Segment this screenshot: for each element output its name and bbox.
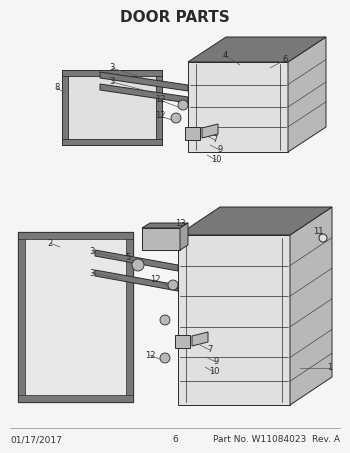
Polygon shape xyxy=(202,124,218,138)
Text: 9: 9 xyxy=(217,145,223,154)
Circle shape xyxy=(132,259,144,271)
Text: 12: 12 xyxy=(145,351,155,360)
Circle shape xyxy=(319,234,327,242)
Circle shape xyxy=(160,315,170,325)
Bar xyxy=(62,139,162,145)
Circle shape xyxy=(178,100,188,110)
Text: 12: 12 xyxy=(155,111,165,120)
Polygon shape xyxy=(188,62,288,152)
Bar xyxy=(156,70,162,145)
Text: 8: 8 xyxy=(54,83,60,92)
Polygon shape xyxy=(175,335,190,348)
Text: 4: 4 xyxy=(222,50,228,59)
Bar xyxy=(62,70,68,145)
Text: 10: 10 xyxy=(209,367,219,376)
Polygon shape xyxy=(100,84,188,103)
Text: 6: 6 xyxy=(282,56,288,64)
Text: 10: 10 xyxy=(211,155,221,164)
Circle shape xyxy=(160,353,170,363)
Polygon shape xyxy=(95,250,178,271)
Text: 01/17/2017: 01/17/2017 xyxy=(10,435,62,444)
Bar xyxy=(18,232,133,239)
Polygon shape xyxy=(185,127,200,140)
Text: 1: 1 xyxy=(327,363,332,372)
Text: Part No. W11084023  Rev. A: Part No. W11084023 Rev. A xyxy=(213,435,340,444)
Text: 2: 2 xyxy=(47,238,52,247)
Text: 3: 3 xyxy=(89,269,95,278)
Polygon shape xyxy=(180,223,188,250)
Bar xyxy=(126,232,133,402)
Text: 6: 6 xyxy=(172,435,178,444)
Circle shape xyxy=(171,113,181,123)
Polygon shape xyxy=(178,235,290,405)
Bar xyxy=(142,228,180,250)
Polygon shape xyxy=(100,72,188,91)
Polygon shape xyxy=(95,270,178,291)
Bar xyxy=(18,232,133,402)
Polygon shape xyxy=(192,332,208,346)
Text: 12: 12 xyxy=(155,96,165,105)
Polygon shape xyxy=(188,37,326,62)
Bar xyxy=(67,75,157,140)
Polygon shape xyxy=(288,37,326,152)
Polygon shape xyxy=(62,70,162,145)
Bar xyxy=(18,232,25,402)
Text: 9: 9 xyxy=(214,357,219,366)
Text: 12: 12 xyxy=(150,275,160,284)
Polygon shape xyxy=(290,207,332,405)
Text: 3: 3 xyxy=(89,247,95,256)
Text: 7: 7 xyxy=(212,135,218,145)
Polygon shape xyxy=(142,223,188,228)
Text: 7: 7 xyxy=(207,346,213,355)
Text: 11: 11 xyxy=(313,227,323,236)
Text: 3: 3 xyxy=(109,77,115,87)
Bar xyxy=(18,395,133,402)
Text: DOOR PARTS: DOOR PARTS xyxy=(120,10,230,25)
Text: 3: 3 xyxy=(109,63,115,72)
Text: 5: 5 xyxy=(125,254,131,262)
Polygon shape xyxy=(178,207,332,235)
Circle shape xyxy=(168,280,178,290)
Bar xyxy=(62,70,162,76)
Text: 13: 13 xyxy=(175,220,185,228)
Bar xyxy=(25,239,126,395)
